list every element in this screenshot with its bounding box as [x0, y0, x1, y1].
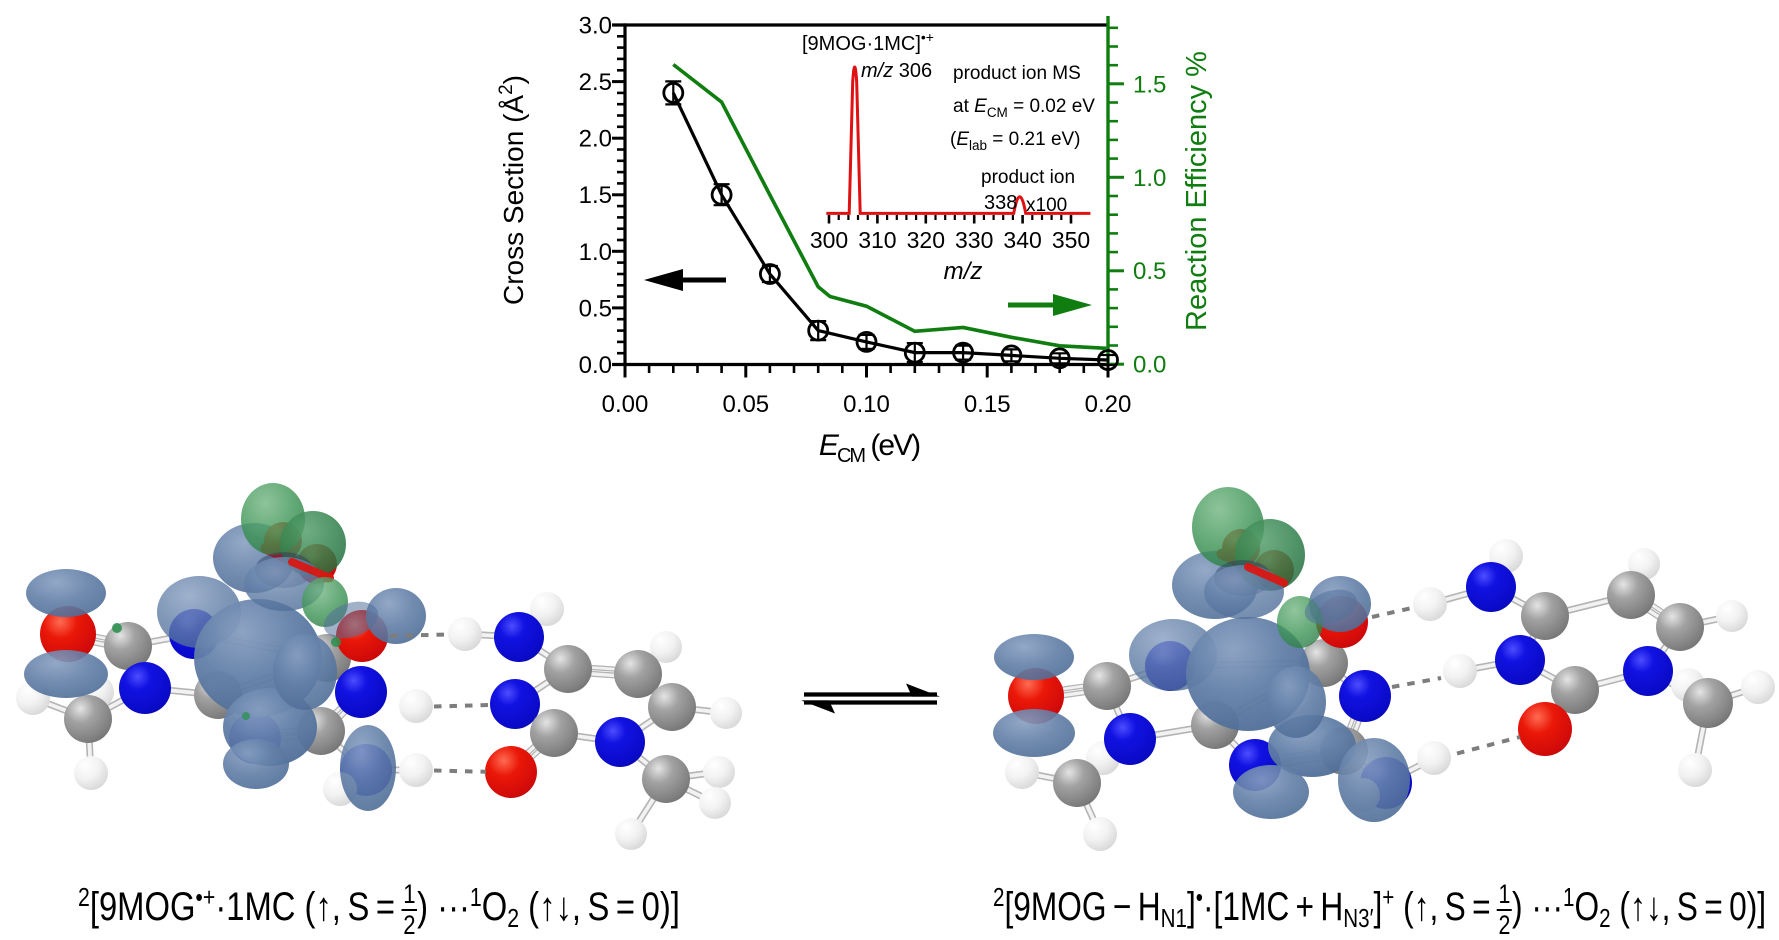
svg-text:310: 310 [858, 227, 896, 253]
svg-text:ECM (eV): ECM (eV) [819, 429, 920, 467]
svg-text:product ion MS: product ion MS [953, 63, 1081, 84]
svg-text:product ion: product ion [981, 167, 1075, 188]
svg-text:300: 300 [810, 227, 848, 253]
svg-text:0.0: 0.0 [579, 352, 612, 379]
svg-text:[9MOG·1MC]•+: [9MOG·1MC]•+ [802, 29, 934, 55]
svg-text:0.5: 0.5 [579, 295, 612, 322]
svg-text:0.0: 0.0 [1133, 352, 1166, 379]
svg-text:1.5: 1.5 [1133, 71, 1166, 98]
svg-text:330: 330 [955, 227, 993, 253]
svg-text:at ECM = 0.02 eV: at ECM = 0.02 eV [953, 96, 1095, 120]
svg-text:x100: x100 [1026, 195, 1067, 216]
svg-text:338: 338 [984, 192, 1017, 214]
svg-text:0.00: 0.00 [602, 391, 649, 418]
svg-text:3.0: 3.0 [579, 13, 612, 40]
svg-text:0.5: 0.5 [1133, 258, 1166, 285]
svg-text:0.20: 0.20 [1085, 391, 1132, 418]
svg-text:320: 320 [907, 227, 945, 253]
svg-text:m/z: m/z [944, 258, 983, 285]
svg-text:m/z 306: m/z 306 [861, 60, 932, 82]
svg-text:Cross Section (Å2): Cross Section (Å2) [496, 75, 529, 305]
svg-text:350: 350 [1052, 227, 1090, 253]
svg-text:1.0: 1.0 [579, 239, 612, 266]
svg-text:0.05: 0.05 [722, 391, 769, 418]
svg-text:340: 340 [1003, 227, 1041, 253]
svg-text:0.10: 0.10 [843, 391, 890, 418]
svg-text:Reaction Efficiency %: Reaction Efficiency % [1181, 51, 1213, 331]
svg-text:2.0: 2.0 [579, 126, 612, 153]
svg-text:2.5: 2.5 [579, 69, 612, 96]
svg-text:1.5: 1.5 [579, 182, 612, 209]
svg-text:0.15: 0.15 [964, 391, 1011, 418]
svg-text:1.0: 1.0 [1133, 165, 1166, 192]
